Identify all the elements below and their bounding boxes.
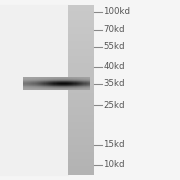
Text: 70kd: 70kd xyxy=(103,25,125,34)
Text: 35kd: 35kd xyxy=(103,79,125,88)
Text: 55kd: 55kd xyxy=(103,42,125,51)
Text: 10kd: 10kd xyxy=(103,160,125,169)
Text: 15kd: 15kd xyxy=(103,140,125,149)
Text: 40kd: 40kd xyxy=(103,62,125,71)
Bar xyxy=(0,5,68,175)
Text: 25kd: 25kd xyxy=(103,101,125,110)
Text: 100kd: 100kd xyxy=(103,7,130,16)
